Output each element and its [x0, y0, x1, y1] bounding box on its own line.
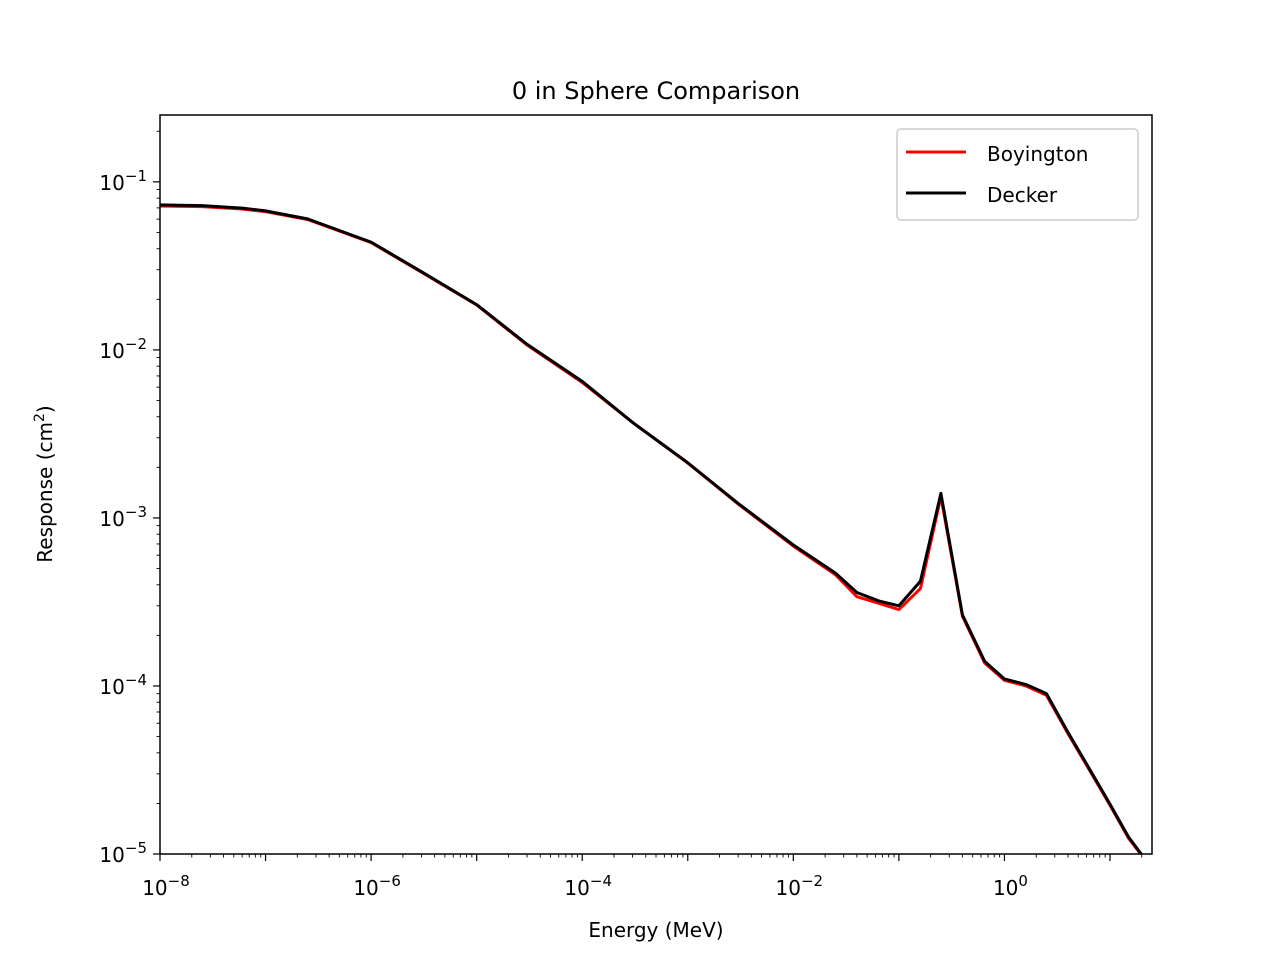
- y-axis-label-text: Response (cm: [33, 422, 57, 563]
- x-tick-label: 10−6: [353, 872, 401, 900]
- x-tick-label: 100: [993, 872, 1028, 900]
- x-tick-label: 10−2: [776, 872, 824, 900]
- y-tick-label: 10−5: [99, 839, 147, 867]
- x-tick-label: 10−8: [142, 872, 190, 900]
- y-axis-label-superscript: 2: [32, 413, 48, 422]
- legend-label-decker: Decker: [987, 183, 1058, 207]
- y-axis-label-close: ): [33, 405, 57, 413]
- x-tick-label: 10−4: [564, 872, 612, 900]
- legend: Boyington Decker: [896, 128, 1139, 221]
- y-tick-label: 10−3: [99, 503, 147, 531]
- chart-title: 0 in Sphere Comparison: [512, 77, 800, 105]
- plot-lines: [160, 203, 1143, 854]
- y-axis-label: Response (cm2): [32, 405, 57, 562]
- series-line-decker: [160, 203, 1143, 854]
- legend-label-boyington: Boyington: [987, 142, 1088, 166]
- y-tick-label: 10−4: [99, 671, 147, 699]
- y-axis: 10−5 10−4 10−3 10−2 10−1: [99, 130, 160, 867]
- x-axis: 10−8 10−6 10−4 10−2 100: [142, 854, 1143, 900]
- y-tick-label: 10−1: [99, 167, 147, 195]
- x-axis-label: Energy (MeV): [588, 918, 723, 942]
- y-tick-label: 10−2: [99, 335, 147, 363]
